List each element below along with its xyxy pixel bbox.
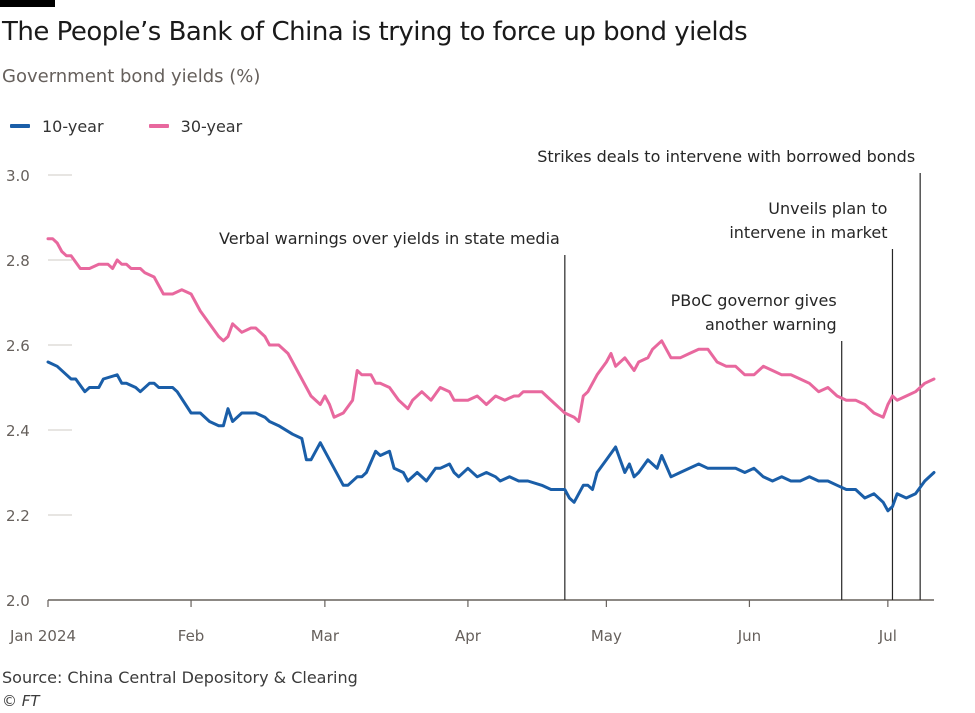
x-tick-label: Mar (311, 627, 340, 645)
y-tick-label: 2.4 (6, 422, 30, 440)
chart-subtitle: Government bond yields (%) (2, 66, 261, 87)
annotation-label: PBoC governor gives (671, 291, 837, 310)
y-tick-label: 2.8 (6, 252, 30, 270)
legend-label-30-year: 30-year (180, 116, 243, 136)
y-tick-label: 2.6 (6, 337, 30, 355)
annotation-label: another warning (705, 315, 837, 334)
x-tick-label: May (591, 627, 622, 645)
ft-brand-bar (0, 0, 55, 7)
x-tick-label: Jan 2024 (9, 627, 76, 645)
x-tick-label: Apr (455, 627, 482, 645)
y-tick-label: 2.2 (6, 507, 30, 525)
x-tick-label: Feb (178, 627, 205, 645)
annotation-label: intervene in market (729, 223, 887, 242)
legend-swatch-10-year (10, 124, 30, 128)
legend-swatch-30-year (148, 124, 169, 128)
series-line-10-year (46, 360, 936, 513)
annotation-label: Unveils plan to (768, 199, 887, 218)
y-tick-label: 3.0 (6, 167, 30, 185)
legend-item-10-year: 10-year (10, 117, 104, 136)
legend: 10-year 30-year (10, 113, 282, 136)
annotation-label: Strikes deals to intervene with borrowed… (537, 147, 915, 166)
y-tick-label: 2.0 (6, 592, 30, 610)
copyright: © FT (2, 692, 40, 710)
chart-title: The People’s Bank of China is trying to … (2, 17, 748, 47)
legend-item-30-year: 30-year (148, 116, 243, 136)
x-tick-label: Jun (737, 627, 761, 645)
series-line-30-year (46, 237, 936, 423)
x-tick-label: Jul (878, 627, 897, 645)
annotation-label: Verbal warnings over yields in state med… (219, 229, 560, 248)
source-note: Source: China Central Depository & Clear… (2, 668, 358, 687)
legend-label-10-year: 10-year (42, 116, 104, 136)
